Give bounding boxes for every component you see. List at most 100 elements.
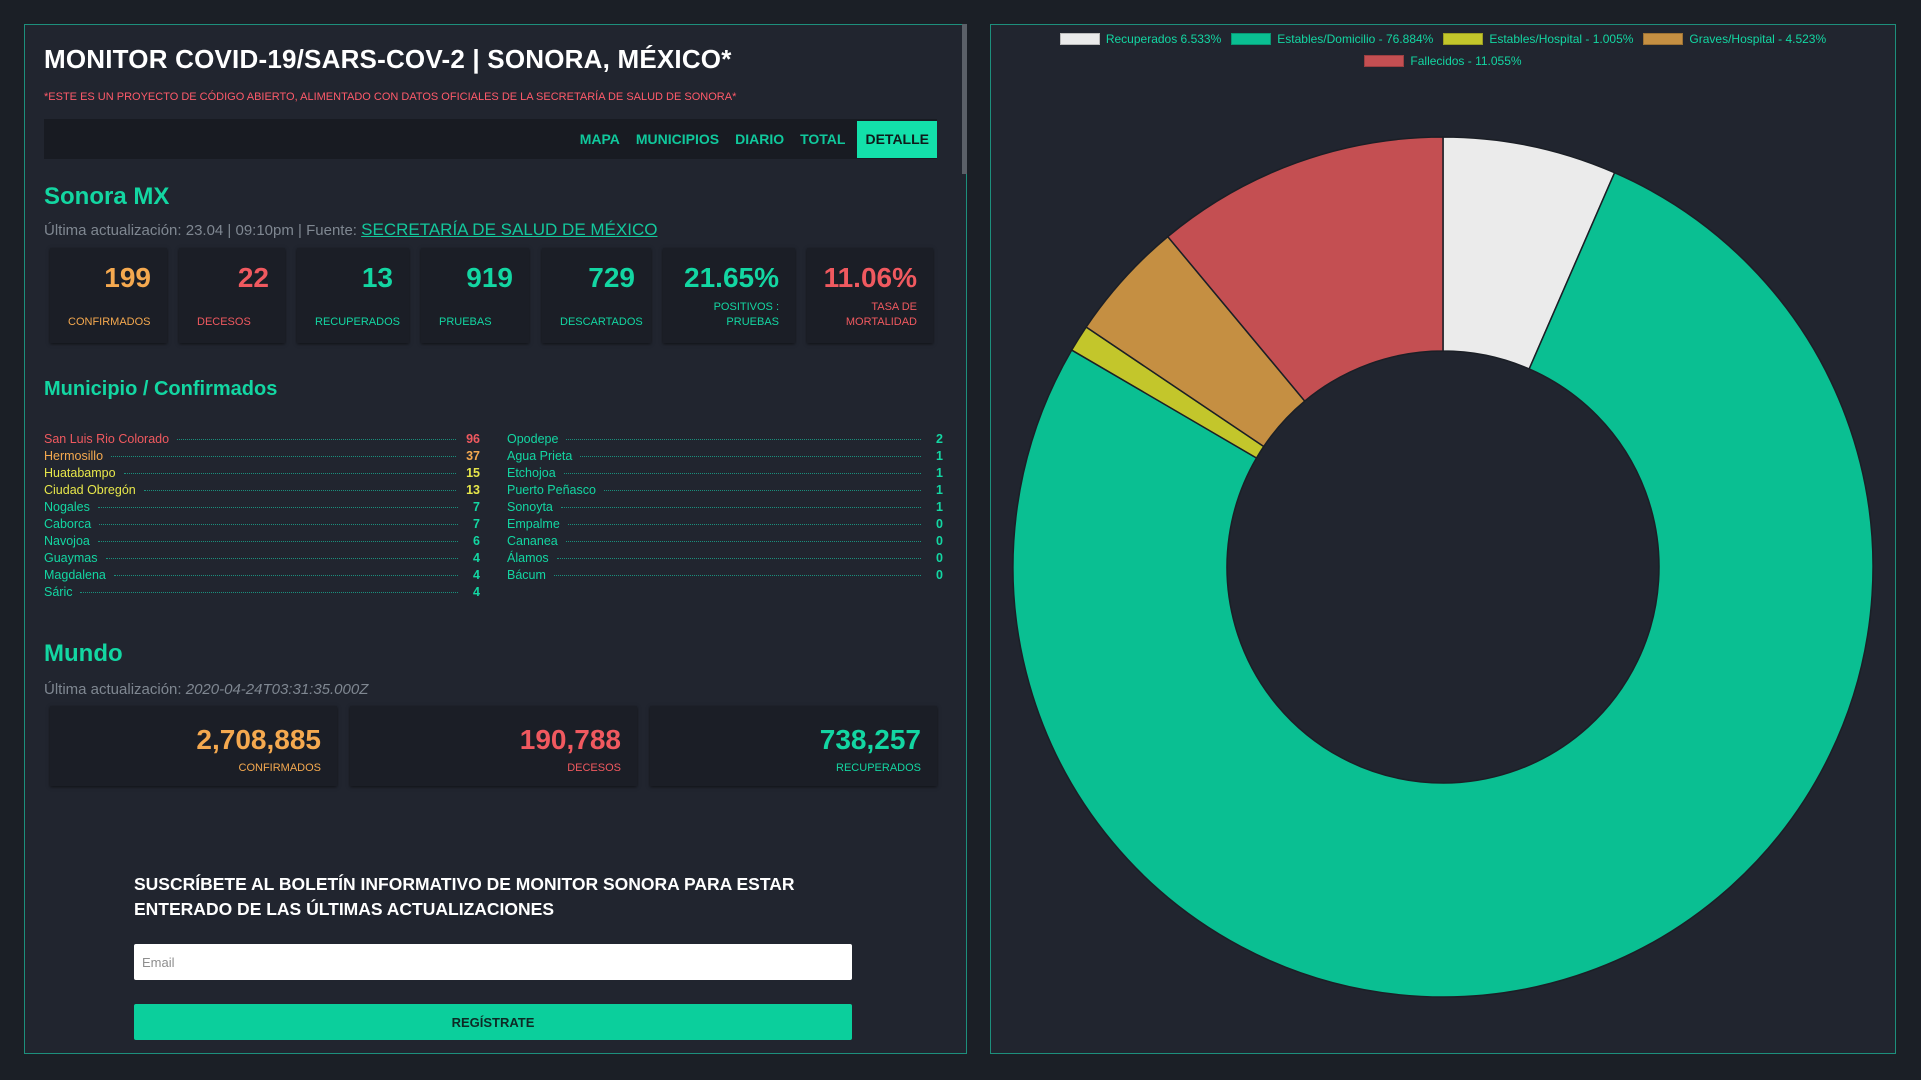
legend-item-estables-hospital[interactable]: Estables/Hospital - 1.005% xyxy=(1443,30,1633,48)
email-field[interactable] xyxy=(134,944,852,980)
municipio-name: Magdalena xyxy=(44,567,106,582)
world-stat-confirmados: 2,708,885 CONFIRMADOS xyxy=(50,706,337,786)
nav-items: MAPA MUNICIPIOS DIARIO TOTAL DETALLE xyxy=(572,119,937,159)
municipio-name: Empalme xyxy=(507,516,560,531)
stat-label: RECUPERADOS xyxy=(315,316,400,328)
dotted-leader xyxy=(113,575,458,576)
municipio-value: 1 xyxy=(936,499,943,514)
stat-value: 21.65% xyxy=(684,262,779,293)
municipio-name: Huatabampo xyxy=(44,465,116,480)
municipio-row: Bácum 0 xyxy=(507,566,943,583)
stat-value: 13 xyxy=(361,262,393,293)
municipio-value: 7 xyxy=(473,499,480,514)
municipio-row: Sonoyta 1 xyxy=(507,498,943,515)
municipios-title: Municipio / Confirmados xyxy=(44,378,278,400)
legend-label: Fallecidos - 11.055% xyxy=(1410,54,1522,68)
tab-municipios[interactable]: MUNICIPIOS xyxy=(635,131,720,147)
dotted-leader xyxy=(177,439,457,440)
municipio-row: Agua Prieta 1 xyxy=(507,447,943,464)
stat-card-recuperados: 13 RECUPERADOS xyxy=(297,248,409,343)
source-link[interactable]: SECRETARÍA DE SALUD DE MÉXICO xyxy=(361,220,658,239)
register-button[interactable]: REGÍSTRATE xyxy=(134,1004,852,1040)
page-subtitle: *ESTE ES UN PROYECTO DE CÓDIGO ABIERTO, … xyxy=(44,91,737,103)
nav-bar: MAPA MUNICIPIOS DIARIO TOTAL DETALLE xyxy=(44,119,937,159)
mundo-updated: Última actualización: 2020-04-24T03:31:3… xyxy=(44,681,368,698)
municipio-name: Sonoyta xyxy=(507,499,553,514)
legend-swatch xyxy=(1059,33,1100,45)
dotted-leader xyxy=(556,558,921,559)
legend-item-fallecidos[interactable]: Fallecidos - 11.055% xyxy=(1364,52,1522,70)
legend-swatch xyxy=(1364,55,1405,67)
stat-card-descartados: 729 DESCARTADOS xyxy=(542,248,651,343)
world-stat-value: 2,708,885 xyxy=(196,724,321,755)
donut-slice-fallecidos[interactable] xyxy=(1166,136,1444,403)
mundo-title: Mundo xyxy=(44,640,123,667)
legend-item-estables-domicilio[interactable]: Estables/Domicilio - 76.884% xyxy=(1231,30,1433,48)
municipio-name: Navojoa xyxy=(44,533,90,548)
municipio-value: 0 xyxy=(936,550,943,565)
municipio-name: San Luis Rio Colorado xyxy=(44,431,170,446)
municipio-name: Caborca xyxy=(44,516,92,531)
municipio-name: Bácum xyxy=(507,567,546,582)
stat-label: CONFIRMADOS xyxy=(68,316,151,328)
municipios-column-1: San Luis Rio Colorado 96 Hermosillo 37 Huata… xyxy=(44,430,480,600)
legend-swatch xyxy=(1231,33,1272,45)
municipio-value: 7 xyxy=(473,516,480,531)
stat-card-tasa-de-mortalidad: 11.06% TASA DE MORTALIDAD xyxy=(807,248,933,343)
municipio-name: Sáric xyxy=(44,584,73,599)
dotted-leader xyxy=(97,507,458,508)
tab-mapa[interactable]: MAPA xyxy=(579,131,620,147)
municipio-value: 2 xyxy=(936,431,943,446)
stat-label: DESCARTADOS xyxy=(560,316,643,328)
dotted-leader xyxy=(105,558,458,559)
dotted-leader xyxy=(560,507,921,508)
legend-item-graves-hospital[interactable]: Graves/Hospital - 4.523% xyxy=(1643,30,1826,48)
donut-slice-estables-domicilio[interactable] xyxy=(1012,171,1874,998)
legend-item-recuperados[interactable]: Recuperados 6.533% xyxy=(1059,30,1221,48)
municipio-value: 1 xyxy=(936,482,943,497)
stat-card-positivos-pruebas: 21.65% POSITIVOS : PRUEBAS xyxy=(663,248,795,343)
legend-label: Graves/Hospital - 4.523% xyxy=(1689,32,1827,46)
municipios-column-2: Opodepe 2 Agua Prieta 1 Etchojoa 1 Puerto Peña… xyxy=(507,430,943,583)
municipio-row: Álamos 0 xyxy=(507,549,943,566)
municipio-name: Agua Prieta xyxy=(507,448,573,463)
municipio-row: San Luis Rio Colorado 96 xyxy=(44,430,480,447)
left-panel-scrollbar[interactable] xyxy=(962,24,967,174)
municipio-value: 13 xyxy=(466,482,480,497)
dotted-leader xyxy=(565,541,921,542)
tab-total[interactable]: TOTAL xyxy=(800,131,846,147)
municipio-row: Puerto Peñasco 1 xyxy=(507,481,943,498)
municipio-row: Ciudad Obregón 13 xyxy=(44,481,480,498)
municipio-name: Guaymas xyxy=(44,550,98,565)
municipio-row: Huatabampo 15 xyxy=(44,464,480,481)
stat-label: POSITIVOS : PRUEBAS xyxy=(713,301,779,328)
page-title: MONITOR COVID-19/SARS-COV-2 | SONORA, MÉ… xyxy=(44,44,732,74)
dotted-leader xyxy=(603,490,921,491)
stat-label: DECESOS xyxy=(197,316,251,328)
world-stat-value: 190,788 xyxy=(519,724,621,755)
sonora-updated-text: Última actualización: 23.04 | 09:10pm | … xyxy=(44,222,362,239)
municipio-value: 1 xyxy=(936,448,943,463)
world-stat-label: CONFIRMADOS xyxy=(238,762,322,774)
donut-chart xyxy=(1012,136,1874,998)
municipio-name: Álamos xyxy=(507,550,549,565)
municipio-row: Caborca 7 xyxy=(44,515,480,532)
stat-value: 22 xyxy=(237,262,269,293)
municipio-value: 96 xyxy=(466,431,480,446)
tab-diario[interactable]: DIARIO xyxy=(735,131,785,147)
stat-value: 729 xyxy=(588,262,635,293)
dotted-leader xyxy=(80,592,458,593)
stat-card-decesos: 22 DECESOS xyxy=(179,248,285,343)
municipio-name: Hermosillo xyxy=(44,448,104,463)
tab-detalle[interactable]: DETALLE xyxy=(857,120,937,158)
mundo-updated-value: 2020-04-24T03:31:35.000Z xyxy=(185,681,369,698)
dotted-leader xyxy=(123,473,457,474)
municipio-value: 4 xyxy=(473,567,480,582)
municipio-name: Cananea xyxy=(507,533,558,548)
municipio-row: Guaymas 4 xyxy=(44,549,480,566)
chart-legend: Recuperados 6.533% Estables/Domicilio - 7… xyxy=(990,30,1896,70)
municipio-value: 4 xyxy=(473,550,480,565)
municipio-value: 15 xyxy=(466,465,480,480)
dotted-leader xyxy=(143,490,457,491)
